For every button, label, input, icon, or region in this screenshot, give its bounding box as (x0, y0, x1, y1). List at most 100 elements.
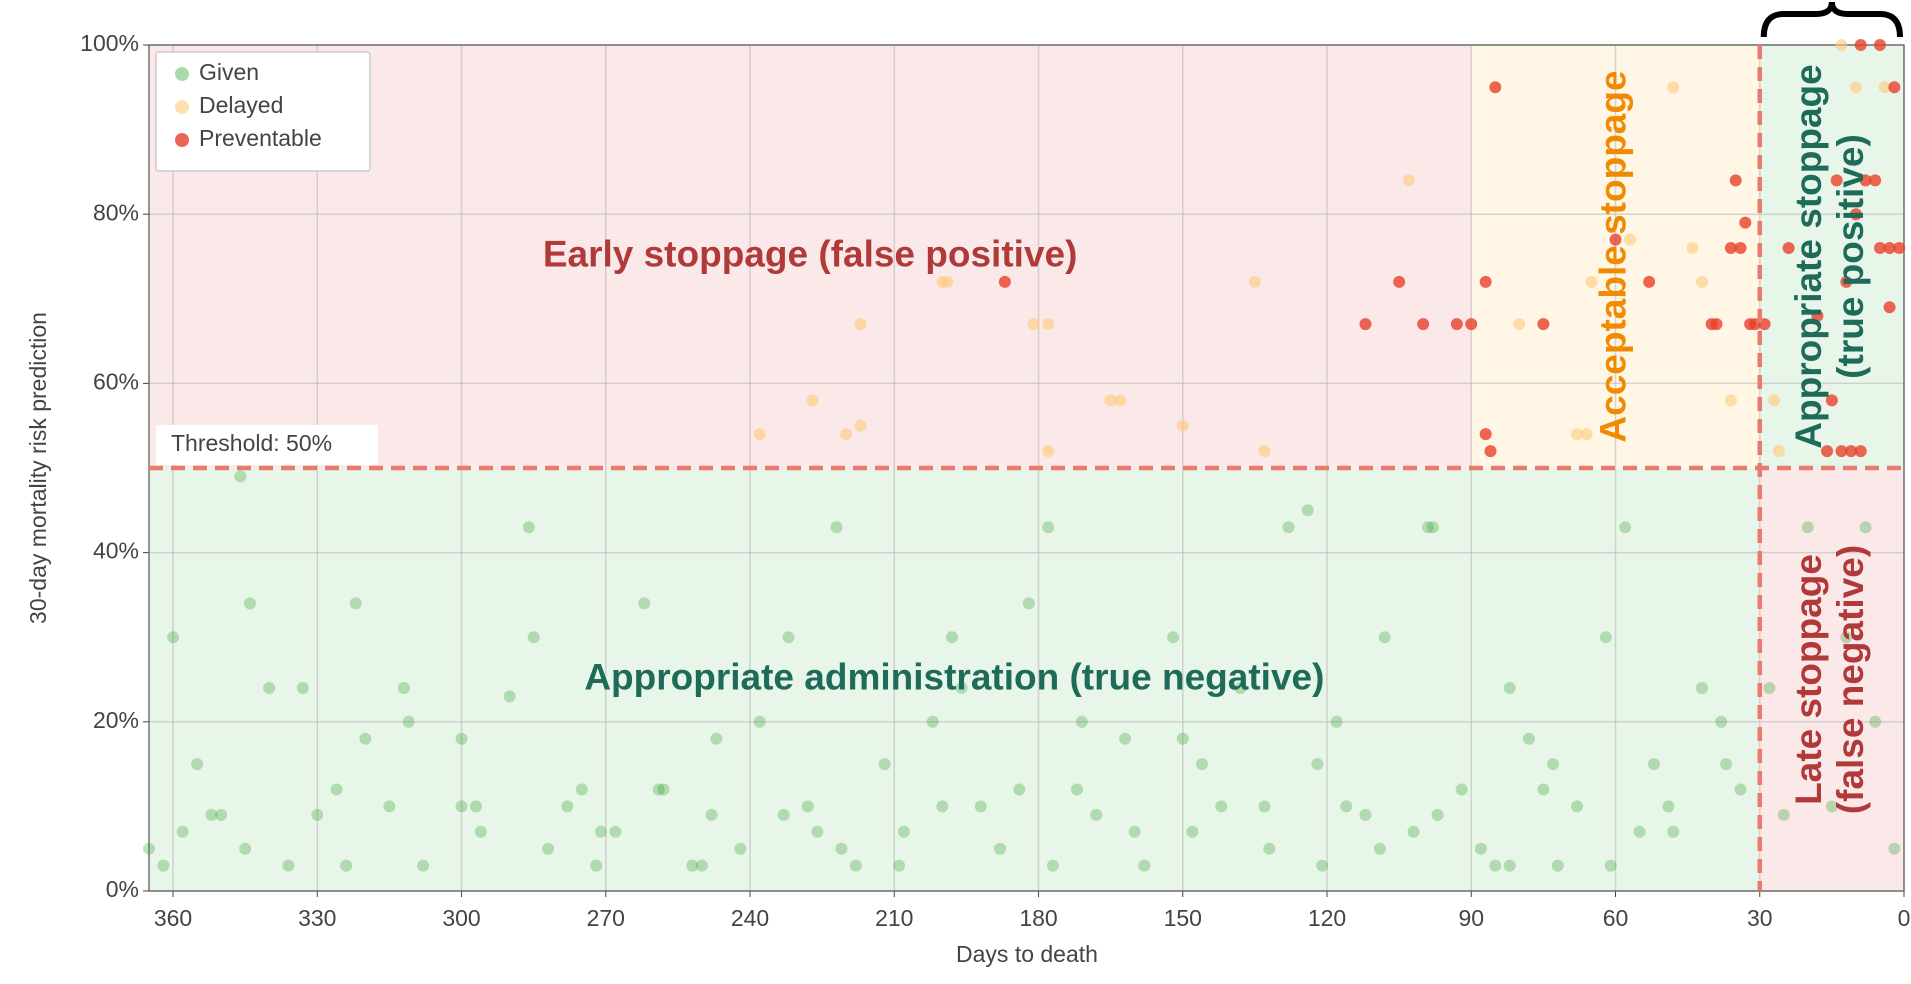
data-point (1465, 318, 1478, 331)
data-point (638, 597, 651, 610)
x-tick-label: 60 (1603, 905, 1629, 931)
region-label-line: (true positive) (1830, 134, 1871, 379)
data-point (1580, 428, 1593, 441)
data-point (652, 783, 665, 796)
data-point (1643, 275, 1656, 288)
region-label: Acceptable stoppage (1592, 70, 1633, 442)
data-point (1042, 318, 1055, 331)
data-point (609, 825, 622, 838)
data-point (1301, 504, 1314, 517)
data-point (830, 521, 843, 534)
region (1759, 468, 1904, 891)
data-point (1883, 242, 1896, 255)
region-label: Early stoppage (false positive) (543, 233, 1078, 274)
data-point (1734, 242, 1747, 255)
data-point (1869, 715, 1882, 728)
region-label-line: Acceptable stoppage (1592, 70, 1633, 442)
data-point (1849, 208, 1862, 221)
data-point (397, 681, 410, 694)
data-point (359, 732, 372, 745)
data-point (455, 732, 468, 745)
data-point (1854, 445, 1867, 458)
data-point (1176, 419, 1189, 432)
data-point (1479, 428, 1492, 441)
data-point (1571, 800, 1584, 813)
data-point (1316, 859, 1329, 872)
x-tick-label: 150 (1164, 905, 1202, 931)
data-point (1869, 174, 1882, 187)
data-point (1503, 859, 1516, 872)
data-point (1421, 521, 1434, 534)
data-point (1075, 715, 1088, 728)
data-point (1772, 445, 1785, 458)
x-axis-label: Days to death (956, 941, 1098, 967)
data-point (1104, 394, 1117, 407)
x-tick-label: 360 (154, 905, 192, 931)
data-point (522, 521, 535, 534)
data-point (1484, 445, 1497, 458)
data-point (835, 842, 848, 855)
data-point (695, 859, 708, 872)
data-point (1609, 233, 1622, 246)
data-point (167, 631, 180, 644)
region-label-line: Appropriate administration (true negativ… (584, 656, 1324, 697)
data-point (1196, 758, 1208, 771)
data-point (1258, 445, 1271, 458)
data-point (1489, 859, 1502, 872)
data-point (1811, 309, 1824, 322)
data-point (1042, 445, 1055, 458)
data-point (1782, 242, 1795, 255)
data-point (1667, 825, 1680, 838)
data-point (469, 800, 482, 813)
data-point (1503, 681, 1516, 694)
data-point (1845, 445, 1858, 458)
data-point (1667, 81, 1680, 94)
data-point (1604, 859, 1617, 872)
data-point (705, 808, 718, 821)
data-point (1647, 758, 1660, 771)
data-point (1479, 275, 1492, 288)
data-point (263, 681, 276, 694)
data-point (710, 732, 723, 745)
x-tick-label: 120 (1308, 905, 1346, 931)
data-point (1830, 174, 1843, 187)
data-point (1734, 783, 1747, 796)
data-point (1027, 318, 1040, 331)
data-point (811, 825, 824, 838)
data-point (878, 758, 891, 771)
data-point (1359, 318, 1372, 331)
data-point (1138, 859, 1151, 872)
data-point (1046, 859, 1059, 872)
data-point (849, 859, 862, 872)
data-point (561, 800, 574, 813)
y-axis-label: 30-day mortality risk prediction (25, 312, 51, 624)
data-point (806, 394, 819, 407)
data-point (1340, 800, 1353, 813)
data-point (1710, 318, 1723, 331)
data-point (1859, 521, 1872, 534)
data-point (417, 859, 430, 872)
data-point (1888, 81, 1901, 94)
brace (1760, 1, 1903, 38)
y-tick-label: 0% (106, 876, 139, 902)
data-point (1720, 758, 1733, 771)
data-point (945, 631, 958, 644)
x-tick-label: 300 (442, 905, 480, 931)
data-point (1888, 842, 1901, 855)
data-point (1859, 174, 1872, 187)
data-point (974, 800, 987, 813)
data-point (782, 631, 795, 644)
data-point (455, 800, 468, 813)
data-point (1114, 394, 1127, 407)
data-point (1070, 783, 1083, 796)
data-point (1407, 825, 1420, 838)
data-point (176, 825, 189, 838)
data-point (897, 825, 910, 838)
x-tick-label: 330 (298, 905, 336, 931)
region-label-line: Early stoppage (false positive) (543, 233, 1078, 274)
data-point (542, 842, 555, 855)
data-point (1359, 808, 1372, 821)
data-point (191, 758, 204, 771)
data-point (1623, 233, 1636, 246)
